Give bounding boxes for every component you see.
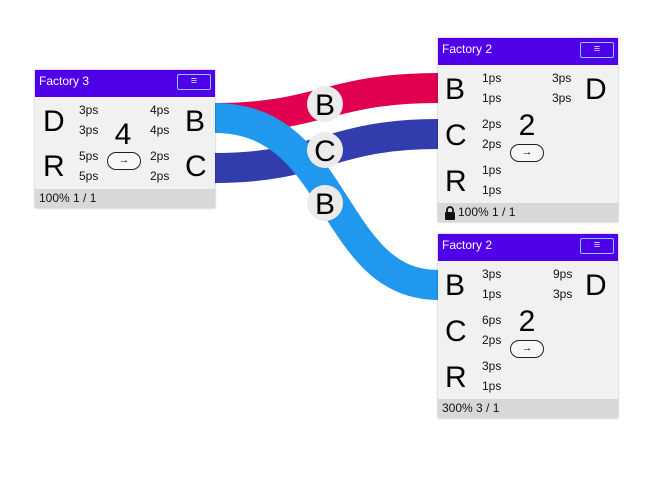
card-footer: 300% 3 / 1	[438, 399, 618, 418]
input-letter: R	[445, 361, 467, 394]
output-rate: 3ps	[553, 287, 573, 301]
output-rate: 3ps	[552, 71, 572, 85]
card-footer: 100% 1 / 1	[35, 189, 215, 208]
input-rate: 3ps	[79, 103, 99, 117]
card-title: Factory 2	[442, 238, 493, 252]
input-rate: 6ps	[482, 313, 502, 327]
output-rate: 4ps	[150, 123, 170, 137]
go-button[interactable]: →	[510, 340, 544, 358]
link-label-c-navy: C	[307, 132, 343, 168]
output-letter: D	[585, 73, 607, 106]
menu-button[interactable]: ≡	[177, 74, 211, 90]
link-label-b-blue: B	[307, 185, 343, 221]
menu-button[interactable]: ≡	[580, 42, 614, 58]
output-rate: 9ps	[553, 267, 573, 281]
factory-card-1[interactable]: Factory 2 ≡ B 1ps 1ps C 2ps 2ps R 1ps 1p…	[438, 38, 618, 222]
footer-status: 100% 1 / 1	[458, 205, 516, 219]
footer-status: 100% 1 / 1	[39, 191, 97, 205]
output-rate: 3ps	[552, 91, 572, 105]
input-letter: R	[445, 165, 467, 198]
card-header[interactable]: Factory 2 ≡	[438, 38, 618, 65]
input-rate: 1ps	[482, 91, 502, 105]
lock-icon[interactable]	[444, 206, 456, 220]
output-letter: B	[185, 105, 206, 138]
card-title: Factory 3	[39, 74, 90, 88]
svg-text:B: B	[315, 89, 335, 122]
link-label-b-red: B	[307, 86, 343, 122]
factory-card-2[interactable]: Factory 2 ≡ B 3ps 1ps C 6ps 2ps R 3ps 1p…	[438, 234, 618, 418]
output-letter: C	[185, 150, 207, 183]
input-rate: 3ps	[482, 267, 502, 281]
output-rate: 2ps	[150, 169, 170, 183]
card-header[interactable]: Factory 2 ≡	[438, 234, 618, 261]
input-rate: 3ps	[482, 359, 502, 373]
factory-card-0[interactable]: Factory 3 ≡ D 3ps 3ps R 5ps 5ps 4 → 4ps …	[35, 70, 215, 208]
input-rate: 1ps	[482, 379, 502, 393]
machine-count: 2	[518, 109, 536, 142]
machine-count: 4	[114, 118, 132, 151]
input-rate: 5ps	[79, 149, 99, 163]
card-title: Factory 2	[442, 42, 493, 56]
input-letter: C	[445, 119, 467, 152]
input-rate: 1ps	[482, 183, 502, 197]
card-footer: 100% 1 / 1	[438, 203, 618, 222]
svg-text:C: C	[314, 135, 336, 168]
card-header[interactable]: Factory 3 ≡	[35, 70, 215, 97]
input-rate: 2ps	[482, 137, 502, 151]
go-button[interactable]: →	[510, 144, 544, 162]
menu-button[interactable]: ≡	[580, 238, 614, 254]
input-rate: 1ps	[482, 287, 502, 301]
input-rate: 2ps	[482, 117, 502, 131]
input-rate: 3ps	[79, 123, 99, 137]
output-rate: 2ps	[150, 149, 170, 163]
input-rate: 1ps	[482, 163, 502, 177]
svg-text:B: B	[315, 188, 335, 221]
input-letter: B	[445, 269, 466, 302]
input-rate: 1ps	[482, 71, 502, 85]
footer-status: 300% 3 / 1	[442, 401, 500, 415]
input-letter: D	[43, 105, 65, 138]
input-rate: 5ps	[79, 169, 99, 183]
machine-count: 2	[518, 305, 536, 338]
output-letter: D	[585, 269, 607, 302]
input-letter: R	[43, 150, 65, 183]
input-letter: C	[445, 315, 467, 348]
output-rate: 4ps	[150, 103, 170, 117]
go-button[interactable]: →	[107, 152, 141, 170]
input-letter: B	[445, 73, 466, 106]
input-rate: 2ps	[482, 333, 502, 347]
